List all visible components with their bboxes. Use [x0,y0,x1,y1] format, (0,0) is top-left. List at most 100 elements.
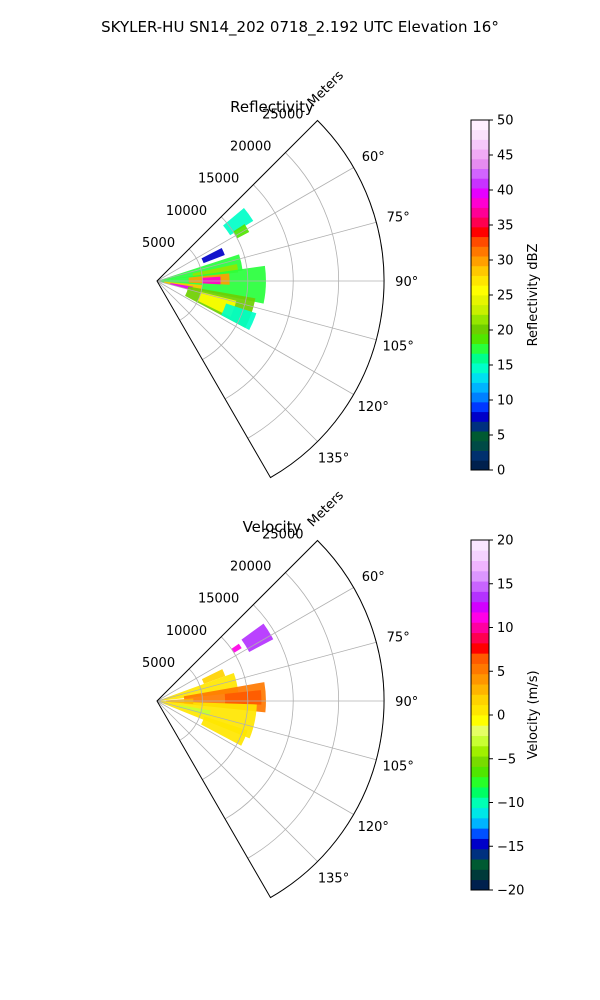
colorbar-tick-label-3: 15 [497,359,514,374]
colorbar-segment-15 [471,725,489,736]
colorbar-tick-label-0: 0 [497,464,505,479]
colorbar-segment-23 [471,236,489,247]
colorbar-label: Velocity (m/s) [526,670,541,759]
colorbar-segment-20 [471,265,489,276]
colorbar-segment-1 [471,450,489,461]
range-tick-label-1: 10000 [166,624,207,639]
colorbar-segment-19 [471,684,489,695]
colorbar-segment-31 [471,158,489,170]
azimuth-tick-label-4: 120° [358,400,389,415]
azimuth-spoke-0 [156,587,354,702]
colorbar-tick-label-5: 25 [497,289,514,304]
colorbar-segment-10 [471,776,489,788]
azimuth-spoke-3 [156,280,377,341]
azimuth-tick-label-1: 75° [387,630,410,645]
range-tick-label-2: 15000 [198,172,239,187]
colorbar-segment-24 [471,632,489,644]
azimuth-tick-label-4: 120° [358,820,389,835]
velocity-echo-cells [159,623,274,746]
colorbar-segment-25 [471,217,489,228]
colorbar-segment-12 [471,756,489,767]
colorbar-tick-label-10: 50 [497,114,514,129]
colorbar-segment-7 [471,392,489,403]
colorbar-segment-9 [471,787,489,798]
azimuth-spoke-1 [156,641,377,702]
colorbar-segment-17 [471,704,489,716]
azimuth-spoke-4 [156,700,354,815]
colorbar-segment-27 [471,197,489,208]
colorbar-segment-16 [471,304,489,315]
velocity-title: Velocity [243,518,302,536]
azimuth-tick-label-0: 60° [362,150,385,165]
colorbar-segment-11 [471,766,489,778]
reflectivity-colorbar: 0 5 10 15 20 25 30 35 40 45 50 Reflectivity dBZ [470,114,541,479]
colorbar-segment-18 [471,694,489,706]
colorbar-segment-18 [471,285,489,296]
azimuth-tick-label-3: 105° [383,340,414,355]
azimuth-spoke-5 [156,700,318,862]
azimuth-spoke-1 [156,221,377,282]
echo-region-1 [231,643,242,653]
colorbar-segment-25 [471,622,489,634]
colorbar-tick-label-2: 10 [497,394,514,409]
sector-outline [156,539,385,899]
colorbar-segment-5 [471,828,489,839]
colorbar-segment-29 [471,581,489,592]
azimuth-spoke-0 [156,167,354,282]
colorbar-segment-21 [471,256,489,267]
range-tick-label-4: 25000 [262,527,303,542]
colorbar-segment-1 [471,869,489,881]
velocity-grid [156,539,385,899]
sector-outline [156,119,385,479]
colorbar-segment-3 [471,431,489,442]
azimuth-tick-label-0: 60° [362,570,385,585]
colorbar-label: Reflectivity dBZ [526,244,541,347]
colorbar-segment-33 [471,540,489,551]
azimuth-spoke-5 [156,280,318,442]
echo-region-4 [192,264,239,278]
echo-region-12 [221,303,257,331]
colorbar-tick-label-8: 20 [497,534,514,549]
radial-axis-label: Meters [305,488,347,530]
range-tick-label-0: 5000 [142,236,175,251]
range-ring-3 [247,152,339,439]
colorbar-segment-13 [471,745,489,757]
range-ring-4 [270,120,385,478]
echo-region-8 [201,716,248,746]
colorbar-tick-label-2: −10 [497,796,524,811]
azimuth-tick-label-2: 90° [395,695,418,710]
echo-region-3 [159,254,243,281]
azimuth-tick-label-1: 75° [387,210,410,225]
colorbar-segment-4 [471,421,489,432]
echo-region-0 [241,623,274,652]
range-tick-label-3: 20000 [230,140,271,155]
colorbar-tick-label-1: −15 [497,840,524,855]
colorbar-segment-21 [471,663,489,675]
colorbar-tick-label-4: 20 [497,324,514,339]
colorbar-segment-33 [471,139,489,150]
colorbar-segment-22 [471,246,489,257]
azimuth-tick-label-3: 105° [383,760,414,775]
colorbar-segment-24 [471,226,489,238]
colorbar-segment-2 [471,859,489,870]
colorbar-segment-17 [471,295,489,306]
range-ring-0 [179,668,203,741]
colorbar-segment-9 [471,372,489,383]
colorbar-segment-26 [471,612,489,623]
range-ring-1 [202,216,249,360]
colorbar-segment-22 [471,653,489,664]
reflectivity-title: Reflectivity [230,98,314,116]
colorbar-tick-label-0: −20 [497,884,524,899]
colorbar-tick-label-6: 10 [497,621,514,636]
colorbar-tick-label-4: 0 [497,709,505,724]
colorbar-segment-14 [471,735,489,747]
colorbar-segment-30 [471,570,489,582]
colorbar-tick-label-7: 35 [497,219,514,234]
colorbar-segment-32 [471,550,489,561]
range-ring-2 [224,184,294,400]
colorbar-segment-6 [471,401,489,413]
colorbar-segment-20 [471,673,489,685]
